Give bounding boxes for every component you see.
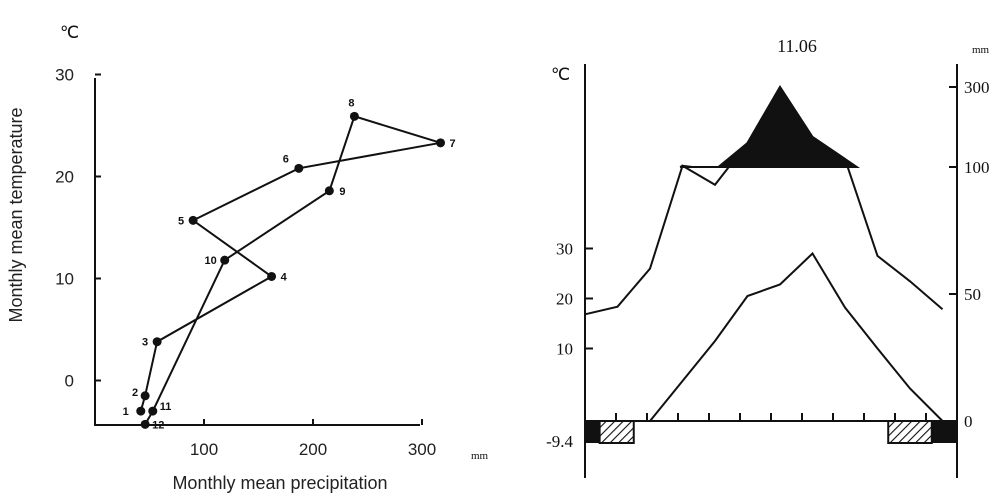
climograph-point-label: 4 xyxy=(281,271,288,283)
climograph-point-month-5 xyxy=(188,215,198,225)
climograph-point-label: 6 xyxy=(283,153,289,165)
climograph-y-unit: ℃ xyxy=(60,23,79,42)
climograph-point-label: 7 xyxy=(450,138,456,150)
climograph-x-label: Monthly mean precipitation xyxy=(172,473,387,493)
climograph-point-month-12 xyxy=(140,419,150,429)
left-axis-tick-label: 20 xyxy=(556,290,573,309)
right-axis-tick-label: 300 xyxy=(964,78,990,97)
climate-diagram-title: 11.06 xyxy=(777,36,817,56)
frost-bar-solid-month-1 xyxy=(585,421,600,443)
climograph-point-label: 8 xyxy=(348,97,354,109)
climate-diagram-right-unit: mm xyxy=(972,44,990,56)
climograph-x-unit: mm xyxy=(471,450,489,462)
right-axis-tick-label: 100 xyxy=(964,158,990,177)
humid-period-fill xyxy=(679,85,861,168)
climograph-chart: ℃ mm Monthly mean temperature Monthly me… xyxy=(6,23,489,493)
left-axis-tick-label: 10 xyxy=(556,340,573,359)
climograph-point-month-6 xyxy=(294,163,304,173)
climograph-point-month-10 xyxy=(220,255,230,265)
frost-bar-hatched-month-11 xyxy=(887,420,933,444)
climograph-point-month-1 xyxy=(136,406,146,416)
climograph-point-label: 12 xyxy=(152,419,164,431)
climograph-point-label: 3 xyxy=(142,337,148,349)
climate-diagram-left-unit: ℃ xyxy=(551,65,570,84)
climograph-point-label: 9 xyxy=(339,186,345,198)
climograph-y-tick-label: 30 xyxy=(55,66,74,85)
left-axis-tick-label: 30 xyxy=(556,240,573,259)
climograph-point-month-11 xyxy=(148,406,158,416)
right-axis-tick-label: 0 xyxy=(964,412,973,431)
climograph-y-tick-label: 20 xyxy=(55,168,74,187)
precipitation-curve xyxy=(584,85,944,316)
right-axis-tick-label: 50 xyxy=(964,285,981,304)
climograph-point-month-7 xyxy=(436,138,446,148)
climograph-point-label: 5 xyxy=(178,215,184,227)
climograph-y-tick-label: 0 xyxy=(65,372,74,391)
climograph-point-month-4 xyxy=(267,271,277,281)
climograph-point-month-3 xyxy=(152,337,162,347)
climograph-point-label: 1 xyxy=(123,406,129,418)
climograph-y-tick-label: 10 xyxy=(55,270,74,289)
climate-diagram: 11.06 ℃ mm 30 20 10 -9.4 300 100 50 0 xyxy=(546,36,990,478)
climograph-x-tick-label: 300 xyxy=(408,440,436,459)
climograph-x-tick-label: 200 xyxy=(299,440,327,459)
left-axis-tick-label: -9.4 xyxy=(546,432,573,451)
climograph-point-label: 2 xyxy=(132,387,138,399)
climograph-point-label: 10 xyxy=(204,255,216,267)
climograph-y-label: Monthly mean temperature xyxy=(6,107,26,322)
climograph-point-month-2 xyxy=(140,391,150,401)
frost-bar-solid-month-12 xyxy=(931,421,957,443)
climograph-point-label: 11 xyxy=(160,401,172,413)
climograph-connecting-line xyxy=(139,115,441,425)
frost-bar-hatched-month-2 xyxy=(598,420,635,444)
temperature-curve xyxy=(585,251,944,422)
climograph-point-month-9 xyxy=(324,186,334,196)
climograph-x-tick-label: 100 xyxy=(190,440,218,459)
climograph-point-month-8 xyxy=(349,111,359,121)
